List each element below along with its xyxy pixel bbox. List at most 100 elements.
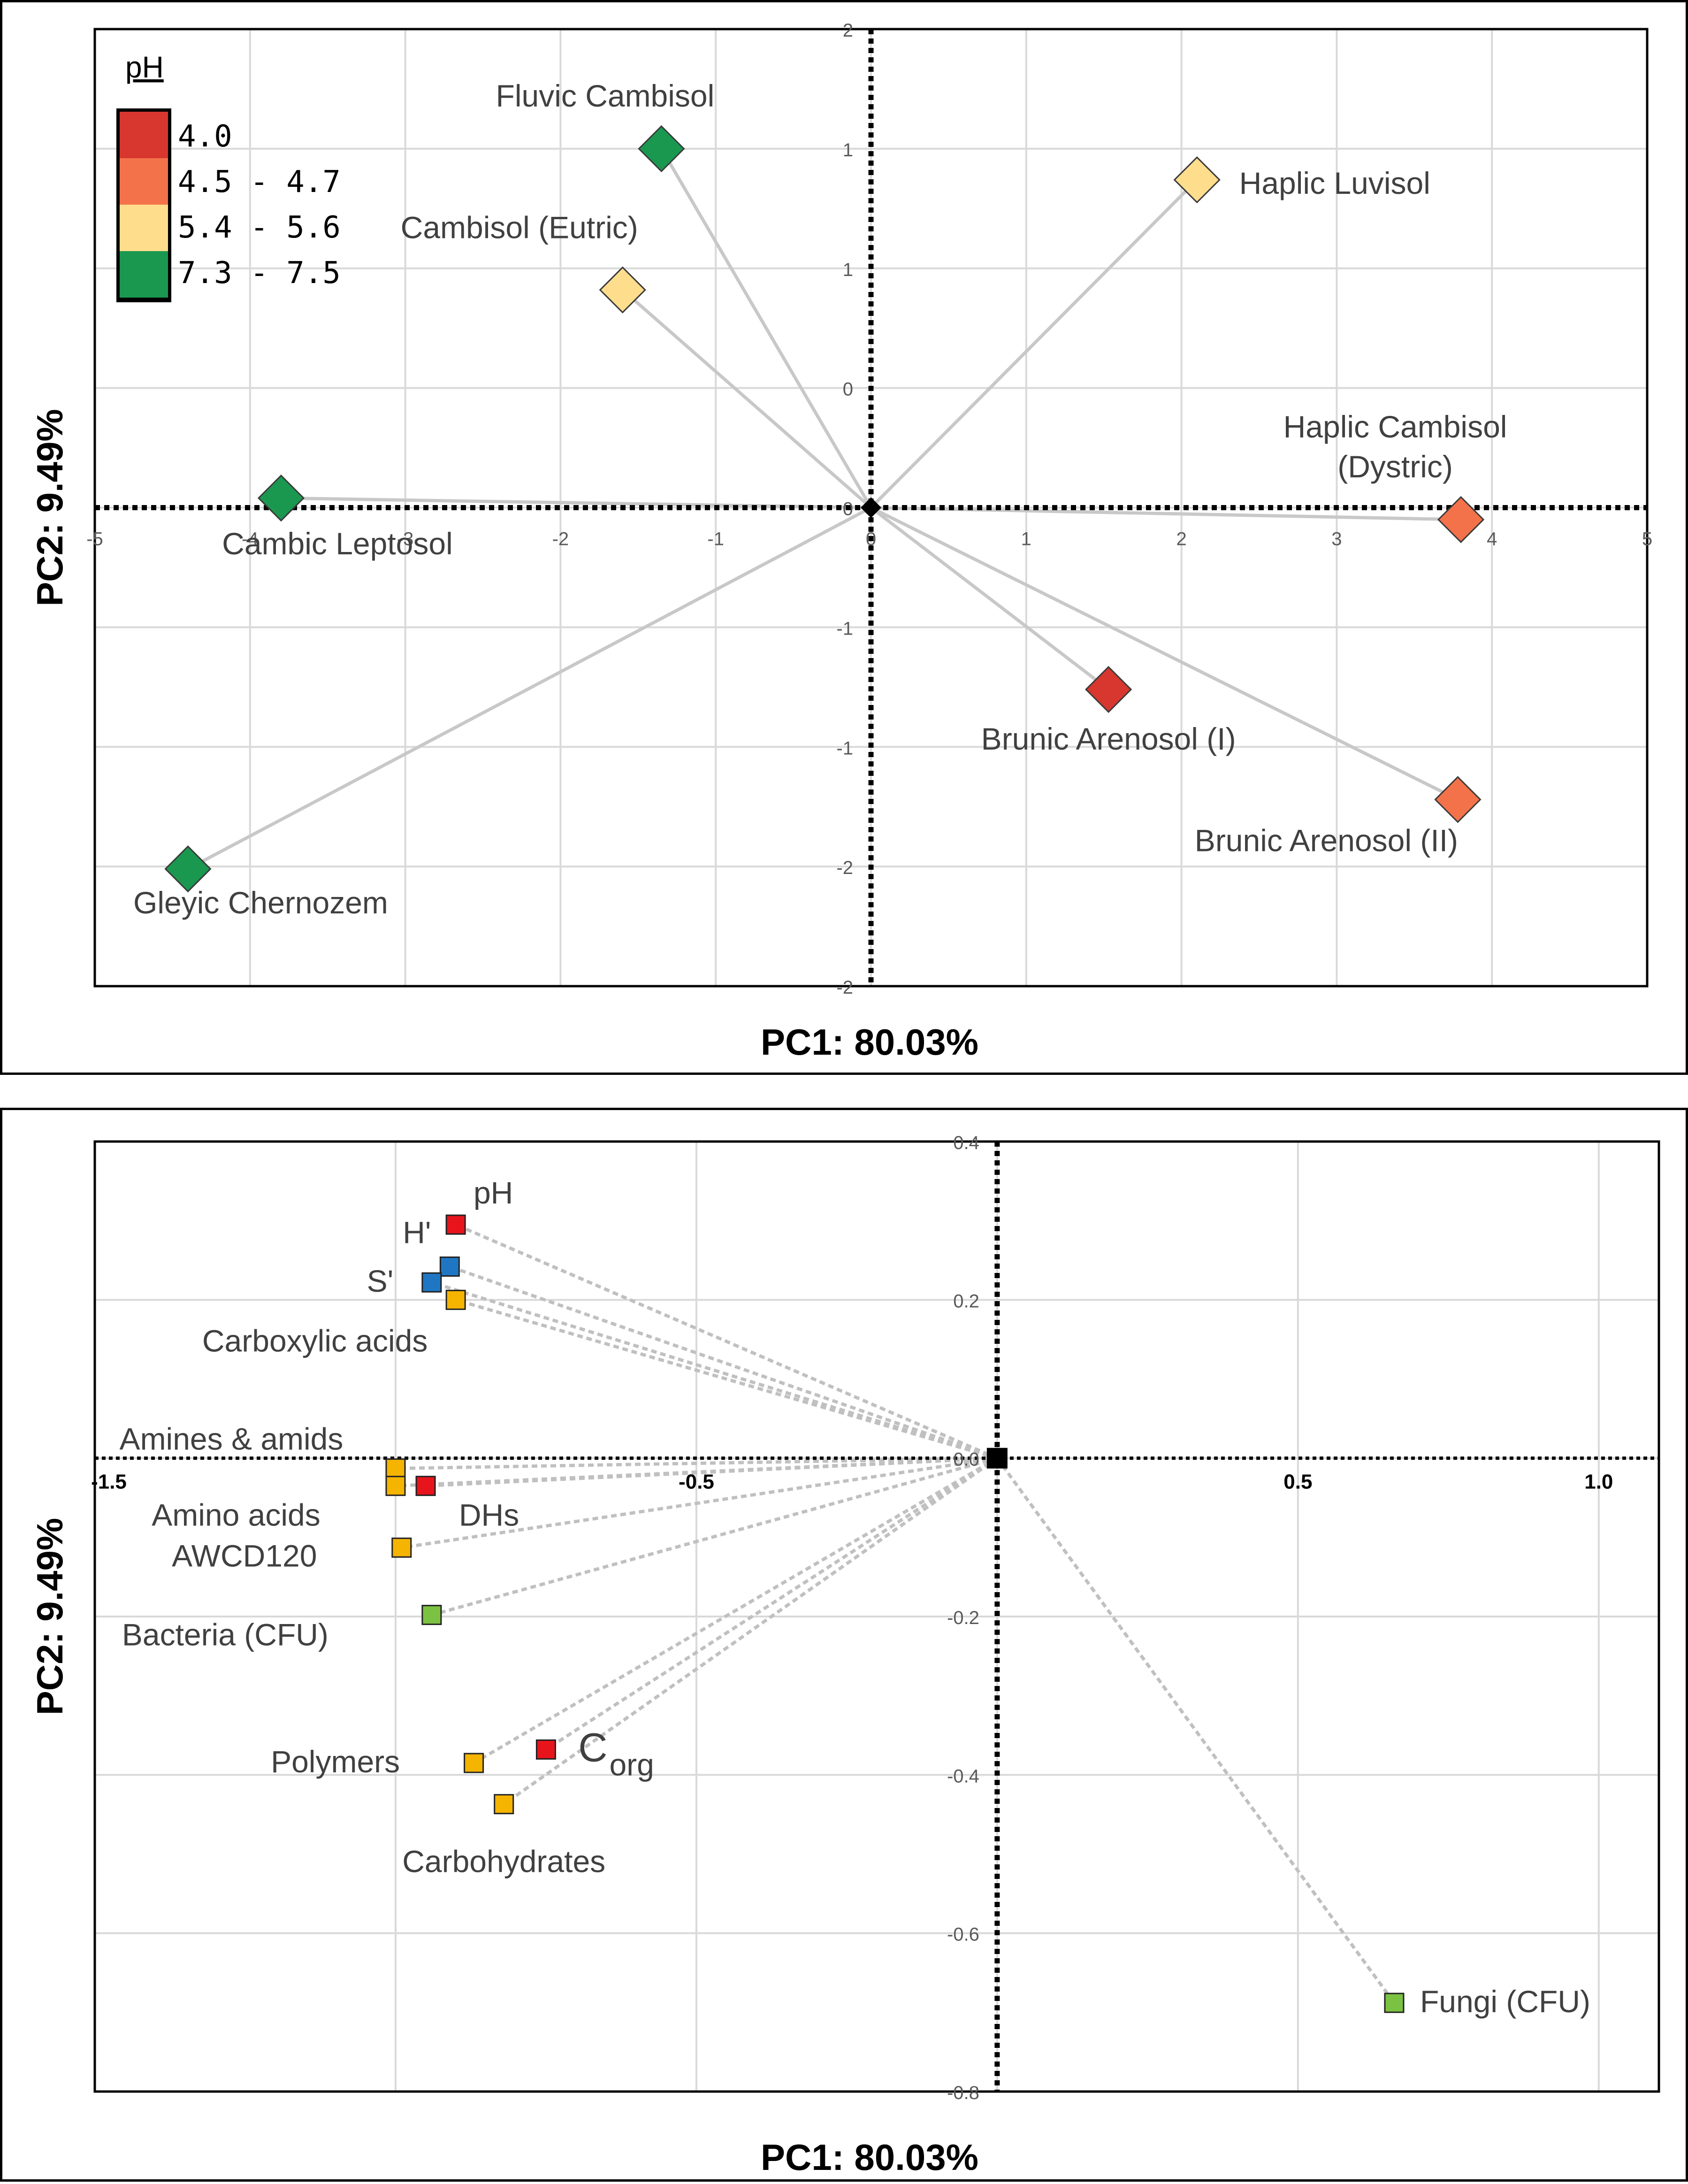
y-axis-title: PC2: 9.49% <box>29 1518 70 1716</box>
connector-line <box>395 1456 997 1471</box>
connector-line <box>187 506 872 871</box>
y-tick-label: 0.4 <box>953 1133 979 1153</box>
legend-swatch <box>120 112 168 158</box>
connector-line <box>455 1298 998 1460</box>
y-tick-label: -2 <box>836 977 853 998</box>
x-tick-label: -1.5 <box>91 1471 127 1494</box>
y-tick-label: 1 <box>843 140 853 161</box>
y-tick-label: 1 <box>843 260 853 280</box>
point-label: Haplic Cambisol <box>1283 409 1507 444</box>
legend-label: 4.5 - 4.7 <box>178 165 341 199</box>
x-tick-label: 1 <box>1021 529 1031 550</box>
x-tick-label: -2 <box>552 529 569 550</box>
connector-line <box>996 1457 1396 2004</box>
point-label: Fluvic Cambisol <box>496 78 715 113</box>
y-tick-label: -0.4 <box>947 1766 979 1786</box>
connector-line <box>455 1223 998 1460</box>
legend-title: pH <box>125 50 164 84</box>
point-label: Amines & amids <box>120 1422 344 1456</box>
legend-label: 5.4 - 5.6 <box>178 210 341 245</box>
score-point <box>638 125 685 172</box>
loading-point <box>385 1476 406 1496</box>
connector-line <box>621 288 872 509</box>
point-label: Fungi (CFU) <box>1420 1984 1590 2019</box>
score-point <box>1173 156 1221 204</box>
x-tick-label: -3 <box>397 529 414 550</box>
y-tick-label: 0.2 <box>953 1291 979 1311</box>
connector-line <box>431 1456 998 1617</box>
x-tick-label: 0.5 <box>1283 1471 1312 1494</box>
legend-label: 4.0 <box>178 119 232 154</box>
x-tick-label: -1 <box>707 529 724 550</box>
y-tick-label: 0.0 <box>953 1449 979 1470</box>
loading-point <box>385 1458 406 1479</box>
loading-point <box>464 1753 484 1773</box>
connector-line <box>660 148 873 509</box>
point-label: Amino acids <box>152 1498 321 1533</box>
connector-line <box>425 1456 998 1488</box>
x-tick-label: -4 <box>242 529 259 550</box>
y-tick-label: -1 <box>836 618 853 639</box>
loading-point <box>445 1214 466 1235</box>
score-point <box>257 474 305 522</box>
y-tick-label: 0 <box>843 379 853 400</box>
connector-line <box>431 1280 998 1460</box>
connector-line <box>503 1456 998 1806</box>
x-tick-label: 3 <box>1331 529 1342 550</box>
y-axis-title: PC2: 9.49% <box>29 409 70 606</box>
point-label: (Dystric) <box>1337 449 1453 484</box>
score-plot: -5 -4 -3 -2 -1 0 1 2 3 4 5 2 1 1 0 -1 -1 -2 -2 0 Fluvic Camb… <box>29 20 1652 1063</box>
point-label: Cambisol (Eutric) <box>401 210 638 245</box>
point-label: Bacteria (CFU) <box>122 1617 328 1652</box>
point-label: H' <box>403 1215 431 1249</box>
connector-line <box>545 1456 998 1751</box>
loading-point <box>391 1537 412 1558</box>
point-label: Gleyic Chernozem <box>133 885 388 920</box>
x-axis-title: PC1: 80.03% <box>761 1021 978 1063</box>
point-label: DHs <box>459 1498 519 1533</box>
loading-point <box>421 1605 442 1625</box>
connector-line <box>401 1456 998 1549</box>
score-point <box>164 845 212 893</box>
loading-point <box>439 1256 460 1277</box>
legend-swatch <box>120 205 168 251</box>
y-tick-label: -0.8 <box>947 2083 979 2103</box>
bottom-chart-panel: -1.5 -0.5 0.5 1.0 0.4 0.2 0.0 -0.2 -0.4 -0.6 -0.8 p… <box>0 1108 1688 2182</box>
corg-label-main: C <box>578 1725 607 1770</box>
legend-swatch <box>120 158 168 205</box>
score-point <box>599 266 646 314</box>
corg-label-sub: org <box>609 1747 654 1782</box>
x-tick-label: -0.5 <box>679 1471 714 1494</box>
top-chart-panel: -5 -4 -3 -2 -1 0 1 2 3 4 5 2 1 1 0 -1 -1 -2 -2 0 Fluvic Camb… <box>0 0 1688 1075</box>
point-label: Brunic Arenosol (II) <box>1195 823 1458 858</box>
point-label: Polymers <box>271 1744 400 1779</box>
y-tick-label: -2 <box>836 858 853 878</box>
x-tick-label: 5 <box>1642 529 1652 550</box>
score-point <box>1085 666 1132 713</box>
loading-point <box>494 1794 514 1815</box>
point-label: Carbohydrates <box>402 1844 605 1879</box>
loading-point <box>535 1739 556 1760</box>
x-tick-label: 2 <box>1176 529 1186 550</box>
connector-line <box>449 1265 998 1460</box>
loading-point <box>421 1272 442 1293</box>
loading-plot: -1.5 -0.5 0.5 1.0 0.4 0.2 0.0 -0.2 -0.4 -0.6 -0.8 p… <box>29 1133 1660 2178</box>
x-tick-label: 0 <box>866 529 876 550</box>
legend-label: 7.3 - 7.5 <box>178 256 341 291</box>
point-label: Brunic Arenosol (I) <box>981 721 1236 756</box>
point-label: pH <box>474 1175 513 1210</box>
score-point <box>1434 776 1482 823</box>
point-label: AWCD120 <box>172 1538 317 1573</box>
y-tick-label: -1 <box>836 738 853 759</box>
loading-point <box>1384 1992 1405 2013</box>
x-tick-label: 4 <box>1487 529 1497 550</box>
connector-line <box>473 1456 998 1765</box>
score-point <box>1437 496 1485 544</box>
connector-line <box>870 506 1459 801</box>
y-tick-label: 2 <box>843 20 853 41</box>
y-tick-label: -0.6 <box>947 1924 979 1945</box>
point-label: Haplic Luvisol <box>1239 166 1430 200</box>
plot-frame <box>93 1140 1660 2093</box>
loading-point <box>415 1476 436 1496</box>
point-label: Carboxylic acids <box>202 1323 428 1358</box>
